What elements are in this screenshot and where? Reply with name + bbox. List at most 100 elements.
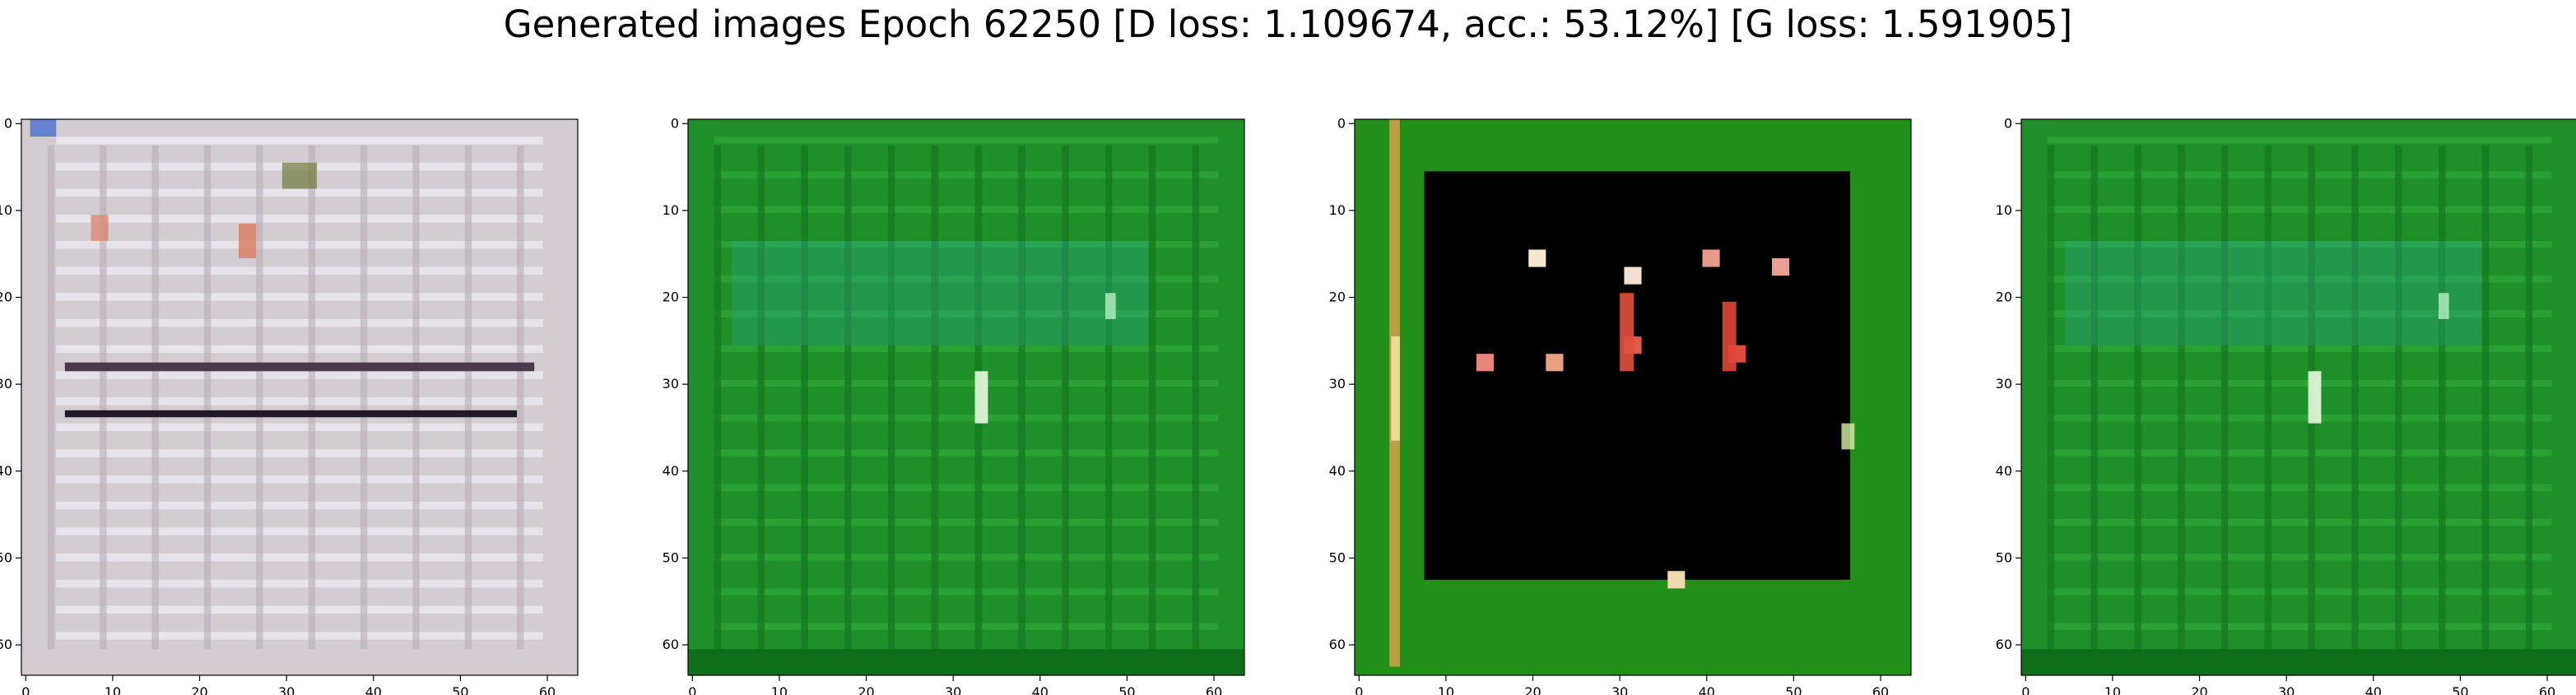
x-tick-label: 30	[1611, 684, 1628, 695]
generated-image	[21, 119, 578, 675]
texture-row	[714, 623, 1219, 631]
texture-row	[714, 415, 1219, 422]
bright-streak	[2308, 371, 2322, 424]
texture-col	[412, 145, 420, 650]
x-tick-label: 40	[2365, 684, 2382, 695]
x-tick-label: 50	[1118, 684, 1135, 695]
texture-row	[714, 449, 1219, 456]
texture-row	[56, 345, 543, 354]
texture-row	[2047, 310, 2552, 317]
texture-row	[714, 345, 1219, 353]
texture-row	[2047, 518, 2552, 526]
teal-region	[731, 240, 1149, 345]
y-tick-label: 20	[663, 290, 679, 305]
y-tick-label: 50	[1329, 549, 1346, 565]
y-tick-label: 10	[663, 202, 679, 218]
texture-blob	[30, 119, 57, 137]
texture-col	[2439, 145, 2446, 650]
image-panel-2: 0 10 20 30 40 50 60 0 10 20 30 40 50 60	[663, 115, 1245, 695]
y-tick-label: 40	[0, 463, 12, 479]
texture-row	[714, 379, 1219, 387]
texture-col	[2090, 145, 2098, 650]
figure-title: Generated images Epoch 62250 [D loss: 1.…	[503, 2, 2073, 46]
texture-row	[2047, 137, 2552, 144]
image-panel-4: 0 10 20 30 40 50 60 0 10 20 30 40 50 60	[1996, 115, 2576, 695]
y-tick-label: 50	[663, 549, 679, 565]
bright-dot	[1667, 571, 1686, 589]
texture-row	[56, 266, 543, 276]
texture-col	[203, 145, 212, 650]
texture-row	[714, 310, 1219, 317]
texture-row	[714, 554, 1219, 561]
texture-row	[2047, 206, 2552, 214]
texture-row	[56, 215, 543, 223]
texture-row	[2047, 276, 2552, 283]
teal-region	[2064, 240, 2482, 345]
y-tick-label: 30	[663, 376, 679, 392]
texture-blob	[281, 162, 318, 189]
image-panel-1: 0 10 20 30 40 50 60 0 10 20 30 40 50 60	[0, 115, 579, 695]
x-tick-label: 40	[365, 684, 382, 695]
x-tick-label: 10	[2104, 684, 2121, 695]
texture-row	[2047, 345, 2552, 353]
y-tick-label: 60	[663, 637, 679, 652]
texture-row	[56, 579, 543, 588]
texture-row	[714, 137, 1219, 144]
texture-col	[757, 145, 765, 650]
texture-col	[2264, 145, 2272, 650]
y-tick-label: 0	[1337, 115, 1346, 131]
texture-row	[2047, 240, 2552, 248]
texture-col	[2351, 145, 2359, 650]
texture-col	[100, 145, 107, 650]
texture-row	[56, 423, 543, 432]
axes-frame	[2020, 118, 2576, 676]
bright-dot	[1528, 249, 1546, 267]
texture-col	[1105, 145, 1113, 650]
texture-col	[308, 145, 316, 650]
texture-col	[844, 145, 852, 650]
bottom-band	[688, 649, 1244, 675]
axes-frame	[1354, 118, 1912, 676]
texture-row	[714, 240, 1219, 248]
dark-band	[64, 362, 535, 372]
texture-col	[256, 145, 263, 650]
texture-row	[714, 276, 1219, 283]
dark-region	[1424, 171, 1851, 580]
texture-row	[56, 527, 543, 535]
texture-row	[56, 632, 543, 640]
x-tick-label: 40	[1699, 684, 1715, 695]
texture-row	[56, 318, 543, 327]
x-tick-label: 50	[2452, 684, 2468, 695]
y-tick-label: 40	[663, 463, 679, 479]
x-tick-label: 10	[1438, 684, 1454, 695]
texture-row	[56, 188, 543, 197]
image-plot: 0 10 20 30 40 50 60 0 10 20 30 40 50 60	[1996, 115, 2576, 695]
x-tick-label: 60	[2539, 684, 2555, 695]
y-tick-label: 40	[1329, 463, 1346, 479]
y-tick-label: 10	[1329, 202, 1346, 218]
y-tick-label: 50	[1996, 549, 2012, 565]
x-tick-label: 20	[2191, 684, 2207, 695]
texture-row	[714, 518, 1219, 526]
texture-col	[2134, 145, 2141, 650]
y-tick-label: 50	[0, 549, 12, 565]
y-tick-label: 60	[1329, 637, 1346, 652]
texture-col	[2481, 145, 2490, 650]
x-tick-label: 60	[1872, 684, 1889, 695]
texture-row	[2047, 554, 2552, 561]
y-tick-label: 0	[671, 115, 679, 131]
x-tick-label: 0	[1355, 684, 1363, 695]
dark-band	[64, 410, 518, 418]
y-tick-label: 30	[0, 376, 12, 392]
x-tick-label: 10	[105, 684, 121, 695]
image-panel-3: 0 10 20 30 40 50 60 0 10 20 30 40 50 60	[1329, 115, 1912, 695]
x-tick-label: 50	[452, 684, 468, 695]
x-tick-label: 20	[191, 684, 207, 695]
x-tick-label: 60	[539, 684, 556, 695]
texture-row	[2047, 415, 2552, 422]
texture-col	[2395, 145, 2402, 650]
texture-row	[714, 484, 1219, 492]
texture-col	[464, 145, 472, 650]
texture-col	[2178, 145, 2185, 650]
texture-col	[360, 145, 368, 650]
